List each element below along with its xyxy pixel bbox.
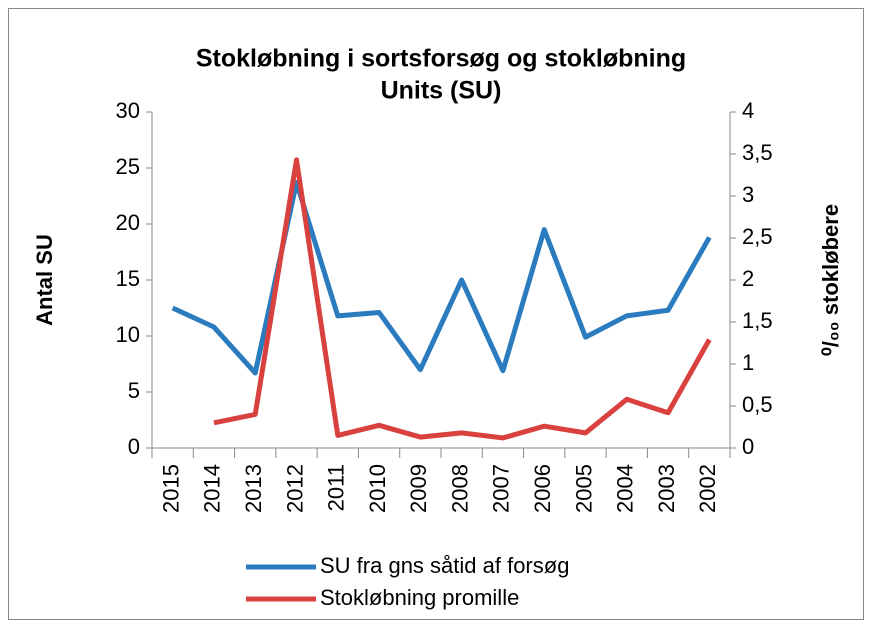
y-tick-label: 20 bbox=[116, 210, 140, 235]
x-tick-label: 2008 bbox=[447, 464, 472, 513]
y2-tick-label: 1 bbox=[742, 350, 754, 375]
legend-label: Stokløbning promille bbox=[320, 585, 519, 610]
y-tick-label: 5 bbox=[128, 378, 140, 403]
x-tick-label: 2009 bbox=[406, 464, 431, 513]
x-tick-label: 2003 bbox=[654, 464, 679, 513]
x-tick-label: 2015 bbox=[158, 464, 183, 513]
x-tick-label: 2004 bbox=[613, 464, 638, 513]
x-tick-label: 2012 bbox=[282, 464, 307, 513]
y-tick-label: 15 bbox=[116, 266, 140, 291]
series-line bbox=[171, 180, 712, 376]
x-tick-label: 2011 bbox=[324, 464, 349, 511]
x-tick-label: 2002 bbox=[695, 464, 720, 513]
y2-tick-label: 1,5 bbox=[742, 308, 773, 333]
y2-tick-label: 0,5 bbox=[742, 392, 773, 417]
series-line bbox=[213, 157, 712, 441]
chart-title: Units (SU) bbox=[381, 77, 502, 105]
y2-axis-label: ⁰/₀₀ stokløbere bbox=[818, 204, 843, 356]
chart-title: Stokløbning i sortsforsøg og stokløbning bbox=[196, 45, 686, 73]
y-tick-label: 0 bbox=[128, 434, 140, 459]
y2-tick-label: 3 bbox=[742, 182, 754, 207]
y2-tick-label: 0 bbox=[742, 434, 754, 459]
y2-tick-label: 2 bbox=[742, 266, 754, 291]
y-tick-label: 30 bbox=[116, 98, 140, 123]
y2-tick-label: 2,5 bbox=[742, 224, 773, 249]
x-tick-label: 2007 bbox=[489, 464, 514, 513]
y-tick-label: 25 bbox=[116, 154, 140, 179]
x-tick-label: 2010 bbox=[365, 464, 390, 513]
y-tick-label: 10 bbox=[116, 322, 140, 347]
y2-tick-label: 4 bbox=[742, 98, 754, 123]
chart-frame bbox=[8, 8, 864, 620]
x-tick-label: 2014 bbox=[200, 464, 225, 513]
y2-tick-label: 3,5 bbox=[742, 140, 773, 165]
legend-label: SU fra gns såtid af forsøg bbox=[320, 553, 569, 578]
x-tick-label: 2006 bbox=[530, 464, 555, 513]
x-tick-label: 2013 bbox=[241, 464, 266, 513]
x-tick-label: 2005 bbox=[571, 464, 596, 513]
y-axis-label: Antal SU bbox=[32, 234, 57, 326]
